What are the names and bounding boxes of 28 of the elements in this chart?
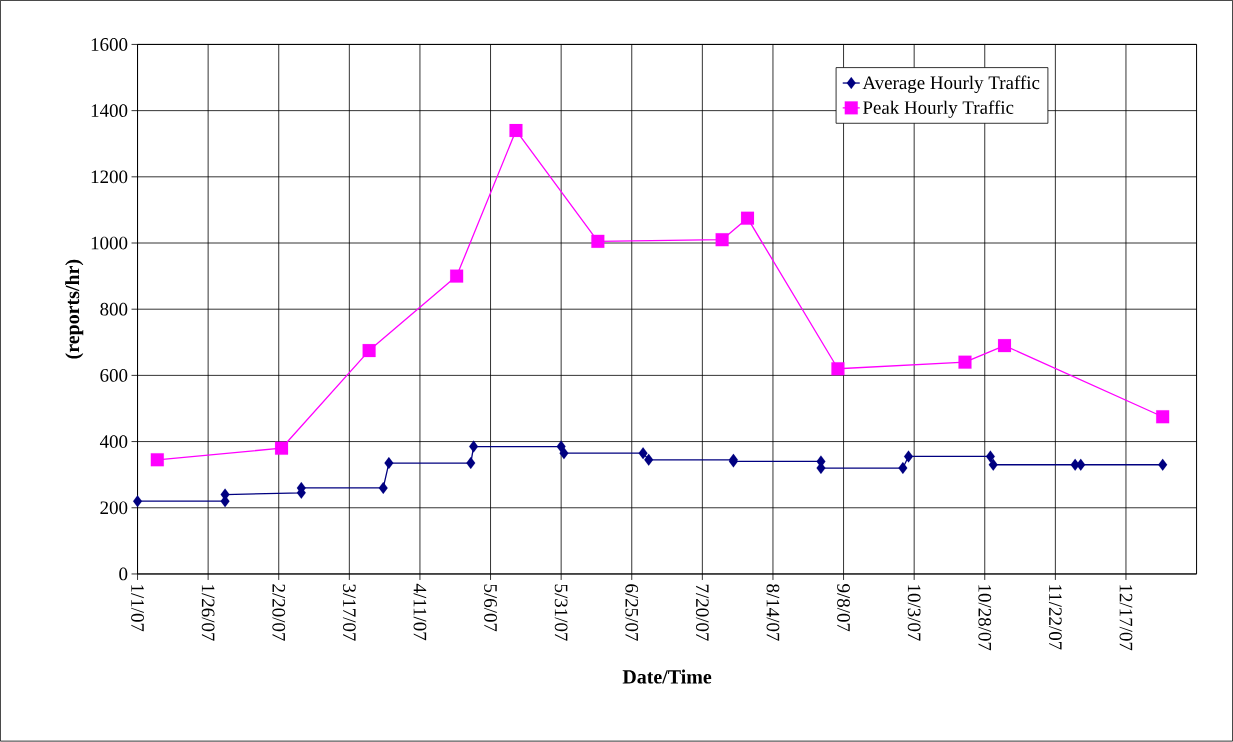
x-tick-label: 8/14/07	[766, 584, 780, 642]
x-tick-label: 10/28/07	[978, 585, 992, 651]
x-tick-label: 5/6/07	[484, 584, 497, 632]
x-tick-label: 6/25/07	[625, 584, 639, 642]
x-tick-label: 12/17/07	[1119, 585, 1133, 651]
x-axis-title: Date/Time	[622, 669, 712, 684]
x-tick-label: 1/26/07	[201, 585, 215, 642]
x-tick-label: 5/31/07	[554, 584, 568, 642]
x-tick-label: 11/22/07	[1048, 585, 1062, 650]
y-tick-label: 600	[100, 369, 128, 383]
y-axis-title: (reports/hr)	[65, 260, 84, 359]
y-tick-label: 0	[119, 567, 128, 581]
x-tick-label: 2/20/07	[272, 584, 286, 642]
x-tick-label: 3/17/07	[342, 584, 356, 642]
x-tick-label: 4/11/07	[413, 584, 427, 641]
y-tick-label: 1000	[91, 236, 128, 250]
y-tick-label: 200	[100, 501, 128, 515]
y-tick-label: 1200	[91, 170, 128, 184]
y-tick-label: 1400	[91, 104, 128, 118]
y-tick-label: 400	[99, 435, 128, 449]
legend-label: Average Hourly Traffic	[862, 75, 1040, 94]
x-tick-label: 1/1/07	[131, 585, 144, 632]
y-tick-label: 800	[100, 303, 128, 316]
legend-label: Peak Hourly Traffic	[862, 100, 1014, 119]
x-tick-label: 9/8/07	[837, 584, 850, 632]
x-tick-label: 10/3/07	[907, 585, 921, 642]
x-tick-label: 7/20/07	[695, 584, 709, 642]
y-tick-label: 1600	[91, 38, 128, 52]
